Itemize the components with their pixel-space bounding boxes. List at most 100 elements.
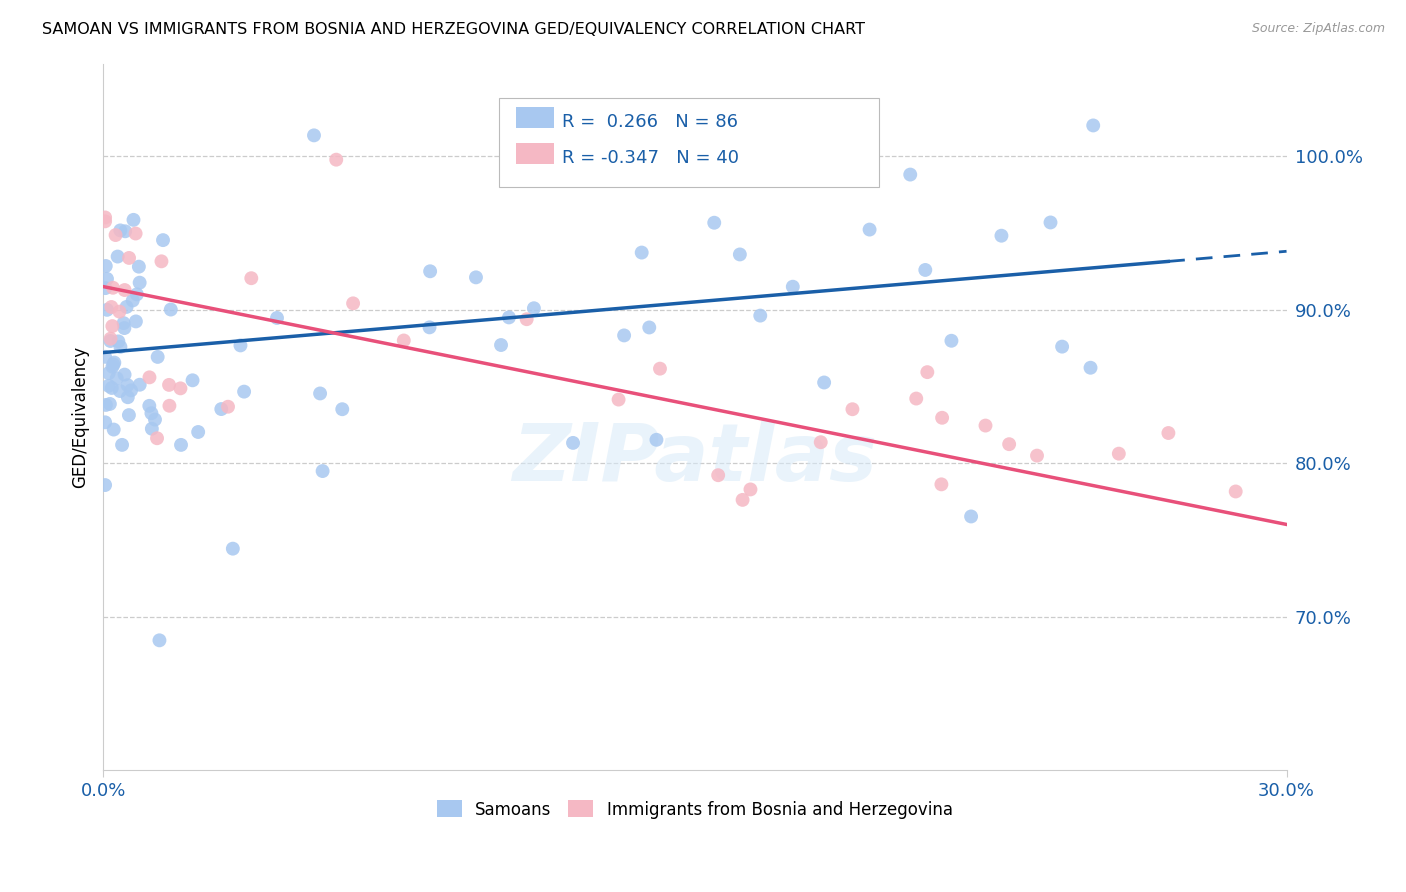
- Point: [101, 281, 124, 295]
- Point: [112, 321, 135, 335]
- Point: [105, 371, 128, 385]
- Point: [707, 468, 730, 483]
- Point: [703, 216, 725, 230]
- Point: [465, 270, 488, 285]
- Point: [229, 338, 252, 352]
- Point: [107, 334, 129, 349]
- Point: [330, 402, 353, 417]
- Point: [101, 319, 124, 334]
- Point: [103, 358, 125, 372]
- Point: [302, 128, 325, 143]
- Point: [94, 398, 117, 412]
- Point: [1157, 425, 1180, 440]
- Point: [990, 228, 1012, 243]
- Point: [143, 412, 166, 426]
- Text: R =  0.266   N = 86: R = 0.266 N = 86: [562, 113, 738, 131]
- Point: [1083, 119, 1105, 133]
- Point: [108, 384, 131, 398]
- Point: [146, 350, 169, 364]
- Point: [498, 310, 520, 325]
- Point: [117, 378, 139, 392]
- Point: [120, 384, 142, 398]
- Point: [108, 304, 131, 318]
- Point: [181, 373, 204, 387]
- Point: [148, 633, 170, 648]
- Point: [128, 260, 150, 274]
- Point: [931, 410, 953, 425]
- Point: [648, 361, 671, 376]
- Point: [638, 320, 661, 334]
- Point: [418, 320, 440, 334]
- Point: [125, 287, 148, 301]
- Point: [217, 400, 239, 414]
- Point: [128, 276, 150, 290]
- Point: [121, 293, 143, 308]
- Point: [118, 408, 141, 422]
- Point: [138, 370, 160, 384]
- Point: [630, 245, 652, 260]
- Point: [114, 368, 136, 382]
- Point: [152, 233, 174, 247]
- Point: [325, 153, 347, 167]
- Text: Source: ZipAtlas.com: Source: ZipAtlas.com: [1251, 22, 1385, 36]
- Point: [728, 247, 751, 261]
- Point: [114, 283, 136, 297]
- Point: [914, 263, 936, 277]
- Point: [1026, 449, 1049, 463]
- Point: [858, 222, 880, 236]
- Point: [607, 392, 630, 407]
- Point: [209, 402, 232, 417]
- Point: [94, 350, 117, 364]
- Point: [101, 359, 124, 374]
- Point: [104, 228, 127, 243]
- Point: [419, 264, 441, 278]
- Point: [107, 250, 129, 264]
- Point: [170, 438, 193, 452]
- Point: [1039, 215, 1062, 229]
- Point: [562, 436, 585, 450]
- Point: [240, 271, 263, 285]
- Point: [98, 334, 121, 348]
- Point: [103, 423, 125, 437]
- Point: [114, 224, 136, 238]
- Point: [110, 340, 132, 354]
- Point: [157, 399, 180, 413]
- Point: [813, 376, 835, 390]
- Point: [94, 478, 117, 492]
- Text: R = -0.347   N = 40: R = -0.347 N = 40: [562, 149, 740, 167]
- Legend: Samoans, Immigrants from Bosnia and Herzegovina: Samoans, Immigrants from Bosnia and Herz…: [430, 794, 959, 825]
- Point: [222, 541, 245, 556]
- Point: [111, 438, 134, 452]
- Point: [516, 312, 538, 326]
- Point: [141, 422, 163, 436]
- Point: [110, 223, 132, 237]
- Point: [128, 377, 150, 392]
- Point: [103, 355, 125, 369]
- Point: [311, 464, 333, 478]
- Point: [1225, 484, 1247, 499]
- Point: [157, 377, 180, 392]
- Point: [118, 251, 141, 265]
- Point: [94, 214, 117, 228]
- Point: [523, 301, 546, 316]
- Point: [1050, 340, 1073, 354]
- Point: [112, 316, 135, 330]
- Point: [94, 211, 117, 225]
- Point: [841, 402, 863, 417]
- Point: [489, 338, 512, 352]
- Point: [117, 390, 139, 404]
- Point: [998, 437, 1021, 451]
- Point: [740, 483, 762, 497]
- Point: [97, 366, 120, 380]
- Point: [125, 314, 148, 328]
- Point: [810, 435, 832, 450]
- Point: [898, 168, 921, 182]
- Point: [97, 378, 120, 392]
- Point: [266, 310, 288, 325]
- Point: [905, 392, 928, 406]
- Point: [100, 332, 122, 346]
- Point: [1080, 360, 1102, 375]
- Point: [342, 296, 364, 310]
- Point: [94, 281, 117, 295]
- Point: [141, 406, 163, 420]
